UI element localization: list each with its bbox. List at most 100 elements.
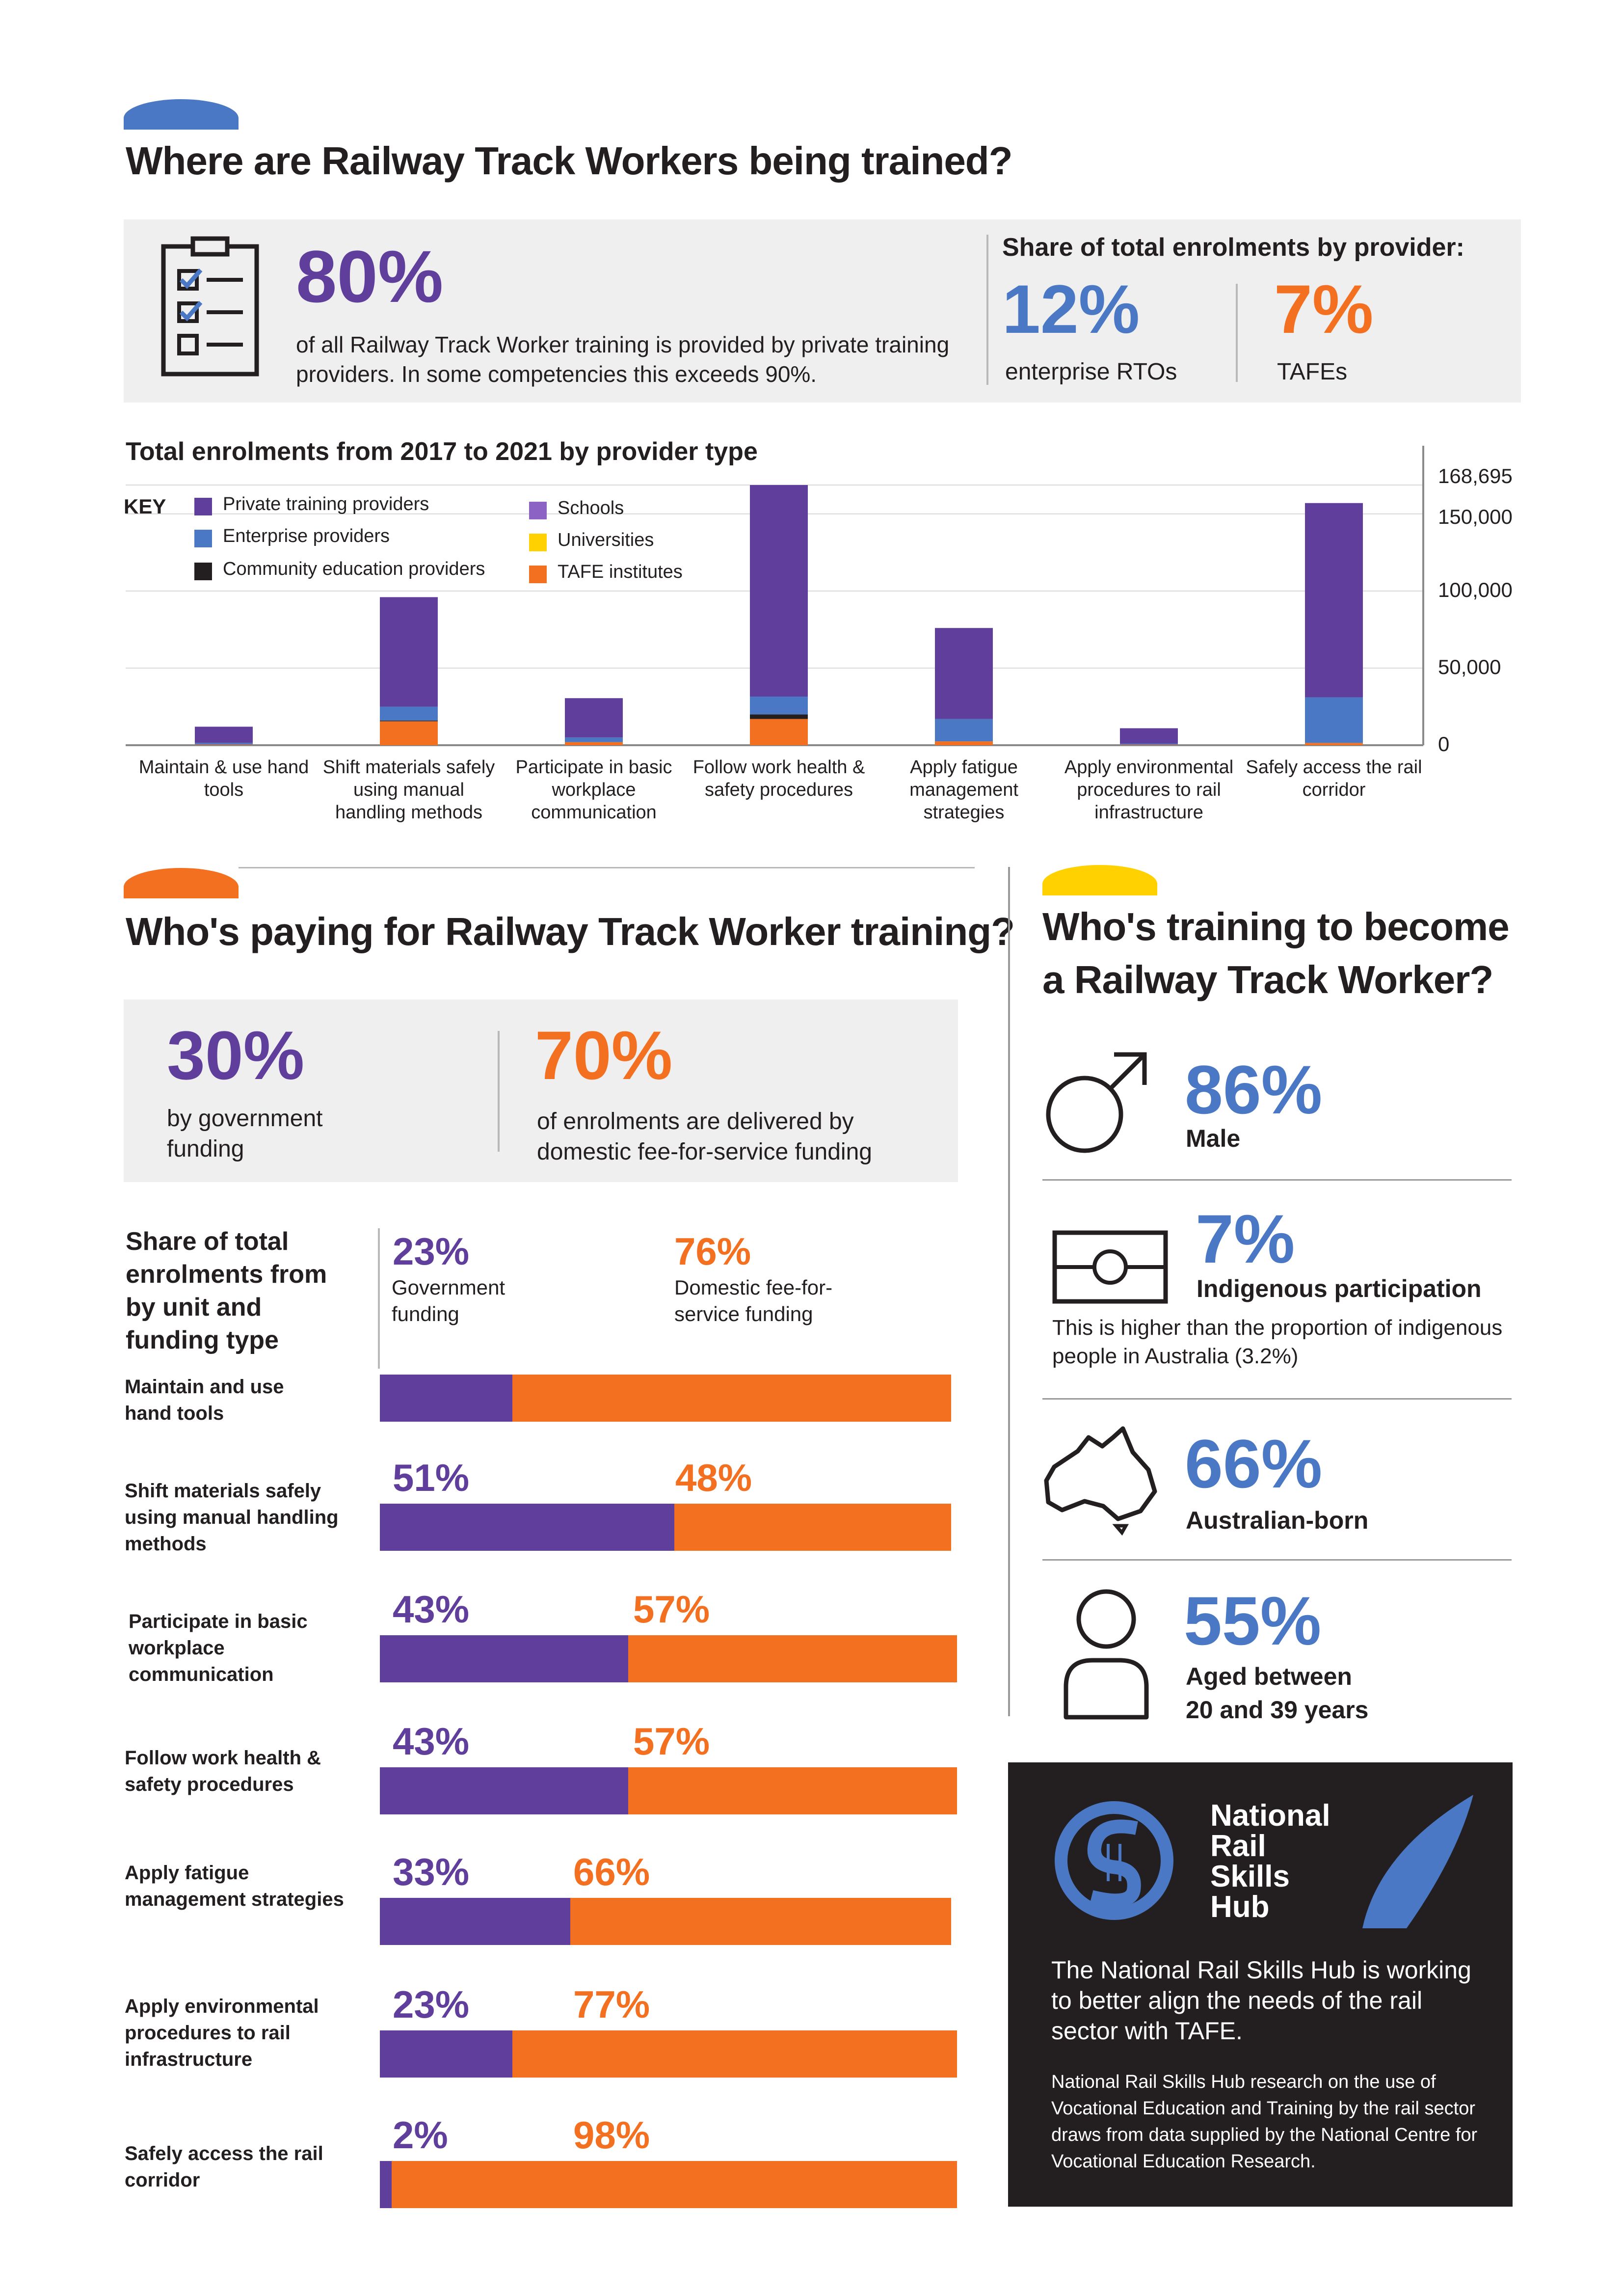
category-label: Apply environmental procedures to rail i…: [1064, 757, 1234, 823]
domestic-funding-text: of enrolments are delivered by domestic …: [537, 1108, 872, 1165]
bar-segment: [195, 727, 253, 743]
private-provider-pct: 80%: [296, 235, 444, 318]
divider: [986, 235, 988, 385]
y-tick-label: 150,000: [1438, 505, 1513, 528]
divider: [1042, 1179, 1512, 1181]
enterprise-rto-label: enterprise RTOs: [1005, 359, 1177, 385]
section-tab-yellow: [1042, 865, 1157, 895]
bar-segment: [1305, 697, 1363, 743]
share-title: Share of total enrolments by provider:: [1002, 233, 1464, 262]
bar-segment: [1305, 503, 1363, 698]
category-label: Apply fatigue management strategies: [909, 757, 1018, 823]
enrolments-chart: [126, 446, 1424, 746]
divider: [239, 867, 975, 868]
australia-map-icon: [1044, 1426, 1157, 1536]
section-tab-blue: [124, 99, 239, 130]
domestic-funding-bar: [628, 1767, 957, 1814]
section3-title-line1: Who's training to become: [1042, 905, 1510, 948]
key-label: Universities: [558, 530, 654, 550]
col-dom-label: Domestic fee-for-service funding: [674, 1276, 833, 1325]
bar-segment: [565, 737, 623, 742]
bar-segment: [565, 742, 623, 745]
category-label: Shift materials safely using manual hand…: [322, 757, 495, 823]
col-gov-label: Government funding: [392, 1276, 506, 1325]
indigenous-label: Indigenous participation: [1197, 1275, 1482, 1302]
domestic-funding-pct-label: 66%: [573, 1850, 650, 1893]
key-label: Community education providers: [223, 559, 485, 579]
male-symbol-icon: [1046, 1052, 1147, 1153]
domestic-funding-bar: [628, 1635, 957, 1682]
bar-segment: [750, 714, 808, 719]
bar-segment: [935, 628, 993, 719]
hub-name-line2: Rail: [1210, 1829, 1266, 1863]
bar-segment: [380, 720, 438, 722]
key-swatch: [194, 530, 212, 547]
tafe-label: TAFEs: [1277, 359, 1348, 385]
male-label: Male: [1186, 1125, 1241, 1152]
bar-segment: [750, 485, 808, 697]
category-label: Maintain & use hand tools: [138, 757, 309, 800]
funding-row-label: Apply fatigue management strategies: [125, 1862, 344, 1910]
key-swatch: [194, 563, 212, 580]
hub-name-line1: National: [1210, 1799, 1330, 1833]
domestic-funding-pct-label: 57%: [633, 1588, 710, 1631]
divider: [1042, 1398, 1512, 1400]
australian-born-pct: 66%: [1185, 1425, 1323, 1502]
bar-segment: [1120, 728, 1178, 744]
domestic-funding-bar: [512, 2030, 957, 2078]
section1-title: Where are Railway Track Workers being tr…: [126, 139, 1013, 183]
gov-funding-pct-label: 33%: [393, 1850, 470, 1893]
domestic-funding-bar: [512, 1375, 952, 1422]
training-stat-panel: [124, 219, 1521, 403]
male-pct: 86%: [1185, 1051, 1323, 1128]
divider: [1236, 284, 1238, 382]
rail-skills-hub-logo: [1055, 1801, 1173, 1920]
key-swatch: [529, 534, 547, 551]
key-label: Schools: [558, 498, 624, 518]
gov-funding-text: by government funding: [167, 1106, 323, 1162]
domestic-funding-pct-label: 57%: [633, 1720, 710, 1763]
gov-funding-bar: [380, 1375, 513, 1422]
gov-funding-bar: [380, 2161, 392, 2208]
gov-funding-pct-label: 23%: [393, 1230, 470, 1273]
bar-segment: [750, 697, 808, 715]
key-swatch: [529, 566, 547, 583]
gov-funding-pct-label: 2%: [393, 2113, 448, 2157]
domestic-funding-bar: [391, 2161, 957, 2208]
section3-title-line2: a Railway Track Worker?: [1042, 958, 1493, 1001]
bar-segment: [935, 719, 993, 742]
key-swatch: [529, 502, 547, 519]
domestic-funding-pct-label: 98%: [573, 2113, 650, 2157]
category-label: Safely access the rail corridor: [1246, 757, 1422, 800]
funding-row-label: Participate in basic workplace communica…: [129, 1611, 308, 1685]
bar-segment: [380, 721, 438, 745]
gov-funding-pct: 30%: [167, 1017, 305, 1094]
bar-segment: [935, 741, 993, 745]
gov-funding-bar: [380, 1504, 674, 1551]
indigenous-pct: 7%: [1196, 1200, 1295, 1277]
bar-segment: [195, 743, 253, 745]
domestic-funding-pct-label: 76%: [674, 1230, 751, 1273]
bar-segment: [750, 719, 808, 745]
age-pct: 55%: [1184, 1582, 1322, 1659]
bar-segment: [1120, 743, 1178, 745]
bar-segment: [1305, 743, 1363, 745]
gov-funding-pct-label: 43%: [393, 1720, 470, 1763]
gov-funding-bar: [380, 1898, 571, 1945]
key-swatch: [194, 498, 212, 515]
bar-segment: [380, 706, 438, 721]
domestic-funding-bar: [674, 1504, 952, 1551]
key-title: KEY: [124, 495, 166, 518]
y-tick-label: 100,000: [1438, 578, 1513, 601]
gov-funding-pct-label: 23%: [393, 1983, 470, 2026]
section2-title: Who's paying for Railway Track Worker tr…: [126, 910, 1015, 953]
category-label: Participate in basic workplace communica…: [515, 757, 672, 823]
hub-lead-text: The National Rail Skills Hub is working …: [1051, 1956, 1471, 2045]
domestic-funding-bar: [570, 1898, 952, 1945]
y-tick-label: 0: [1438, 732, 1450, 756]
funding-row-label: Apply environmental procedures to rail i…: [125, 1996, 319, 2070]
section-tab-orange: [124, 868, 239, 898]
domestic-funding-pct-label: 77%: [573, 1983, 650, 2026]
age-label-line1: Aged between: [1186, 1663, 1352, 1690]
chart-title: Total enrolments from 2017 to 2021 by pr…: [126, 437, 758, 466]
